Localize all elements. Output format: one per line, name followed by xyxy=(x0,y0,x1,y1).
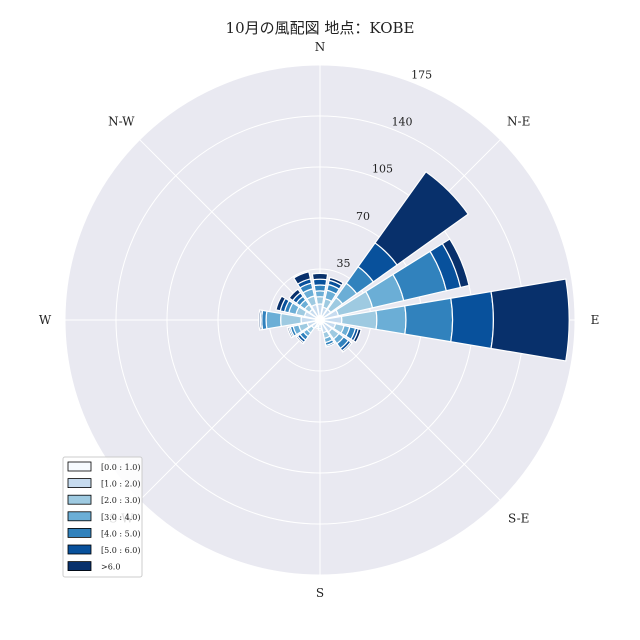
wedge-nw-bin-6 xyxy=(288,288,302,302)
wedge-ese-bin-6 xyxy=(352,328,362,344)
legend-swatch-5 xyxy=(67,544,92,555)
wedge-e-bin-6 xyxy=(490,278,570,362)
wedge-n-bin-3 xyxy=(314,290,326,298)
radial-tick-label: 105 xyxy=(372,163,393,176)
legend-label-0: [0.0 : 1.0) xyxy=(101,463,140,472)
direction-label-nw: N-W xyxy=(108,114,135,128)
radial-tick-label: 35 xyxy=(337,257,351,270)
grid-spoke-225 xyxy=(139,319,321,501)
direction-label-e: E xyxy=(591,313,600,327)
legend-label-6: >6.0 xyxy=(101,563,120,572)
wedge-s-bin-2 xyxy=(317,327,323,331)
direction-label-s: S xyxy=(316,586,324,600)
wedge-sw-bin-6 xyxy=(295,335,305,345)
direction-label-n: N xyxy=(315,40,326,54)
wedge-w-bin-6 xyxy=(258,309,262,331)
wedge-ne-bin-6 xyxy=(374,170,470,266)
legend-swatch-0 xyxy=(67,461,92,472)
radial-tick-label: 70 xyxy=(356,210,370,223)
legend-swatch-3 xyxy=(67,511,92,522)
legend-label-2: [2.0 : 3.0) xyxy=(101,496,140,505)
grid-spoke-135 xyxy=(319,319,501,501)
chart-title: 10月の風配図 地点：KOBE xyxy=(226,19,415,37)
direction-label-w: W xyxy=(39,313,52,327)
wedge-w-bin-3 xyxy=(265,310,282,330)
wedge-n-bin-2 xyxy=(315,296,325,305)
wedge-nnw-bin-6 xyxy=(292,271,312,285)
radial-tick-label: 140 xyxy=(392,116,413,129)
wedge-e-bin-4 xyxy=(404,297,454,343)
legend-label-4: [4.0 : 5.0) xyxy=(101,529,140,538)
legend-swatch-4 xyxy=(67,528,92,538)
wedge-wnw-bin-6 xyxy=(275,295,287,312)
wedge-nne-bin-6 xyxy=(328,276,344,287)
direction-label-se: S-E xyxy=(508,512,529,526)
wedge-e-bin-5 xyxy=(450,290,494,350)
legend-label-5: [5.0 : 6.0) xyxy=(101,546,140,555)
wedge-n-bin-5 xyxy=(312,278,328,287)
legend-swatch-1 xyxy=(67,478,92,489)
wedge-se-bin-6 xyxy=(341,341,353,353)
wedge-sse-bin-5 xyxy=(325,341,336,348)
legend-swatch-6 xyxy=(67,561,92,571)
legend-label-1: [1.0 : 2.0) xyxy=(101,480,140,489)
grid-spoke-315 xyxy=(139,139,321,321)
wedge-n-bin-4 xyxy=(313,284,327,292)
radial-tick-label: 175 xyxy=(411,68,432,81)
legend-swatch-2 xyxy=(67,494,92,505)
wedge-ene-bin-6 xyxy=(441,238,470,289)
legend: [0.0 : 1.0) [1.0 : 2.0) [2.0 : 3.0) [3.0 : … xyxy=(62,456,143,578)
wedges xyxy=(258,170,570,362)
wedge-wsw-bin-6 xyxy=(286,326,294,339)
legend-label-3: [3.0 : 4.0) xyxy=(101,513,140,522)
wedge-n-bin-6 xyxy=(311,272,329,281)
direction-label-ne: N-E xyxy=(507,114,530,128)
wedge-e-bin-3 xyxy=(375,305,407,335)
